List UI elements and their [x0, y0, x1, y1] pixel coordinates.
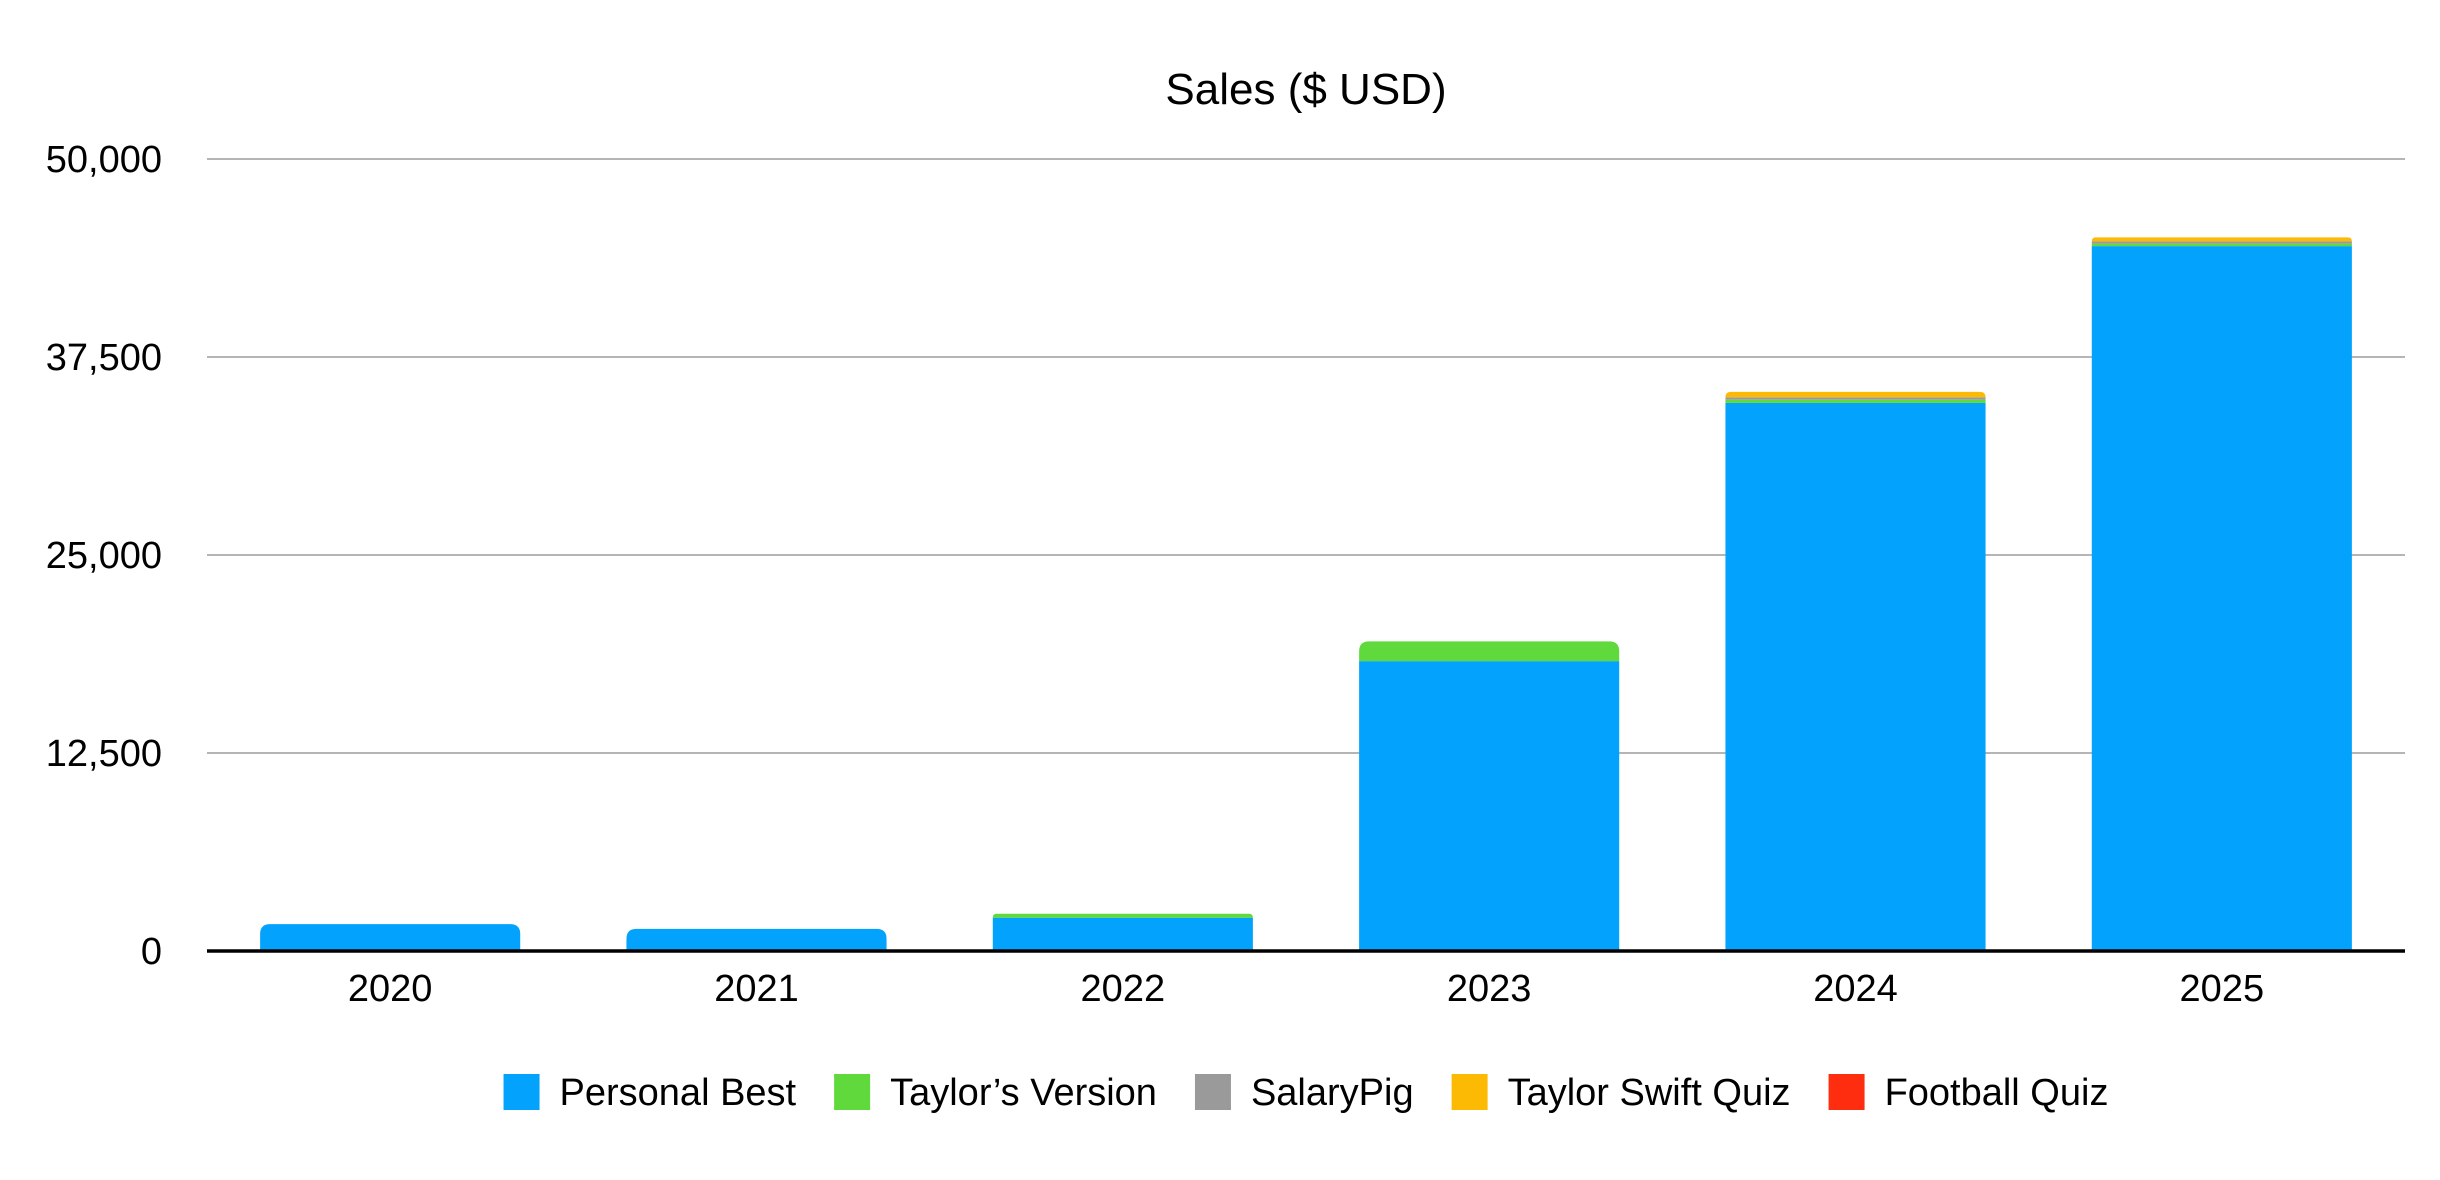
legend-swatch	[834, 1074, 871, 1110]
x-tick-label: 2024	[1813, 968, 1898, 1010]
bar-segment-2024-taylor-swift-quiz	[1725, 391, 1986, 398]
bar-segment-2024-salarypig	[1725, 397, 1986, 400]
x-tick-label: 2023	[1447, 968, 1532, 1010]
legend-swatch	[1451, 1074, 1488, 1110]
bar-segment-2025-salarypig	[2091, 241, 2352, 244]
legend-swatch	[1828, 1074, 1865, 1110]
legend-label: Football Quiz	[1885, 1072, 2109, 1114]
y-tick-label: 12,500	[46, 733, 162, 775]
bar-segment-2025-taylor-swift-quiz	[2091, 237, 2352, 242]
legend-label: Taylor’s Version	[890, 1072, 1157, 1114]
gridlines	[207, 158, 2405, 754]
legend-item: Taylor’s Version	[834, 1072, 1157, 1114]
bar-segment-2024-personal-best	[1725, 402, 1986, 951]
bar-segment-2020-personal-best	[260, 924, 521, 951]
legend-item: Personal Best	[503, 1072, 797, 1114]
bar-segment-2022-personal-best	[992, 917, 1253, 951]
y-axis-tick-labels: 0 12,500 25,000 37,500 50,000	[46, 139, 162, 973]
chart-title: Sales ($ USD)	[1165, 65, 1446, 114]
bars	[260, 237, 2352, 951]
legend-label: Personal Best	[560, 1072, 797, 1114]
bar-segment-2021-personal-best	[626, 928, 887, 951]
bar-segment-2023-taylor-s-version	[1359, 641, 1620, 662]
x-tick-label: 2021	[714, 968, 799, 1010]
legend-item: Football Quiz	[1828, 1072, 2109, 1114]
x-tick-label: 2025	[2180, 968, 2265, 1010]
legend-swatch	[1194, 1074, 1231, 1110]
legend: Personal Best Taylor’s Version SalaryPig Ta…	[503, 1072, 2109, 1114]
legend-item: Taylor Swift Quiz	[1451, 1072, 1791, 1114]
y-tick-label: 0	[141, 931, 162, 973]
y-tick-label: 50,000	[46, 139, 162, 181]
x-axis-tick-labels: 2020 2021 2022 2023 2024 2025	[348, 968, 2264, 1010]
y-tick-label: 37,500	[46, 337, 162, 379]
y-tick-label: 25,000	[46, 535, 162, 577]
legend-label: Taylor Swift Quiz	[1508, 1072, 1791, 1114]
bar-segment-2025-personal-best	[2091, 246, 2352, 951]
x-tick-label: 2022	[1081, 968, 1166, 1010]
bar-segment-2024-taylor-s-version	[1725, 399, 1986, 403]
legend-label: SalaryPig	[1251, 1072, 1414, 1114]
legend-swatch	[503, 1074, 540, 1110]
bar-segment-2025-taylor-s-version	[2091, 243, 2352, 247]
bar-segment-2023-personal-best	[1359, 661, 1620, 951]
x-tick-label: 2020	[348, 968, 433, 1010]
bar-segment-2022-taylor-s-version	[992, 913, 1253, 918]
legend-item: SalaryPig	[1194, 1072, 1414, 1114]
